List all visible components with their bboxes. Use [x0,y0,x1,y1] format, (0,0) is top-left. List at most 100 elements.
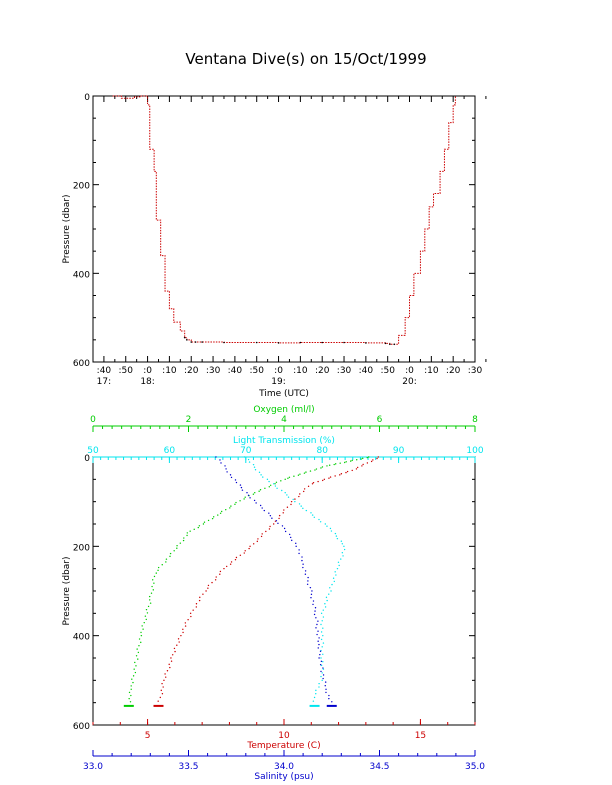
light-profile-point [311,514,314,516]
light-profile-point [322,653,324,655]
oxygen-profile-point [153,575,156,578]
oxygen-profile-point [155,572,157,574]
oxygen-profile-point [165,561,167,563]
oxygen-profile-point [131,678,133,680]
light-profile-point [294,500,296,503]
x-tick-label: :50 [380,366,395,376]
oxygen-profile-point [219,512,222,514]
data-point [223,341,225,344]
salinity-profile-point [289,536,292,539]
salinity-profile-point [283,527,286,530]
temperature-profile-point [339,474,341,476]
temperature-profile-point [299,493,301,495]
x-tick-label: :50 [119,366,134,376]
salinity-profile-point [215,456,217,458]
x-tick-label: :10 [293,366,308,376]
temperature-profile-point [355,468,358,470]
light-profile-point [253,466,256,468]
light-profile-point [320,638,323,641]
y-tick-label: 0 [84,93,90,103]
salinity-profile-point [313,613,316,616]
y-tick-label: 400 [73,633,90,643]
salinity-profile-point [220,462,222,464]
light-tick-label: 80 [316,446,328,456]
oxygen-profile-point [345,461,347,463]
light-profile-point [343,545,345,548]
temperature-profile-point [170,657,172,659]
temperature-profile-point [286,506,289,508]
light-profile-point [324,523,327,525]
x-tick-label: :20 [315,366,330,376]
oxygen-profile-point [321,466,324,468]
light-profile-point [313,696,316,699]
oxygen-tick-label: 4 [281,415,287,425]
salinity-profile-point [320,660,323,663]
salinity-profile-point [269,515,272,517]
temperature-profile-point [199,596,201,599]
oxygen-profile-point [259,489,262,491]
oxygen-profile-point [153,582,155,584]
light-profile-point [273,483,275,485]
chart-title: Ventana Dive(s) on 15/Oct/1999 [185,50,427,68]
salinity-profile-point [314,607,317,609]
light-profile-point [320,675,322,678]
temperature-profile-point [372,459,374,461]
light-profile-point [305,509,308,512]
oxygen-profile-point [351,459,353,462]
temperature-tick-label: 5 [145,731,151,741]
temperature-tick-label: 15 [415,731,426,741]
salinity-profile-point [312,600,315,602]
oxygen-profile-point [230,505,232,507]
salinity-profile-point [234,479,237,481]
salinity-profile-point [317,630,319,632]
light-profile-point [322,634,324,637]
light-profile-point [324,603,326,605]
temperature-profile-point [317,480,319,483]
salinity-profile-point [301,559,303,562]
oxygen-profile-point [212,516,215,518]
salinity-profile-point [298,552,300,555]
oxygen-profile-point [161,564,163,566]
salinity-profile-point [319,650,322,652]
salinity-profile-point [301,556,303,558]
salinity-profile-point [325,688,327,690]
oxygen-tick-label: 8 [472,415,478,425]
light-tick-label: 90 [393,446,405,456]
temperature-profile-point [176,644,178,646]
temperature-profile-point [163,679,165,682]
temperature-profile-point [180,634,182,637]
light-profile-point [321,672,323,674]
temperature-profile-point [244,550,246,552]
profile-plot: 0 200 400 600 Pressure (dbar) 0 2 4 6 8 Oxygen (ml… [62,405,485,782]
oxygen-profile-point [142,628,144,630]
temperature-profile-point [303,490,305,493]
oxygen-profile-point [130,694,132,697]
salinity-profile-point [310,593,313,596]
light-tick-label: 70 [240,446,252,456]
oxygen-profile-point [134,671,137,674]
light-profile-point [324,606,327,608]
light-profile-point [322,668,325,670]
temperature-profile-point [265,530,267,533]
data-point [393,343,396,346]
oxygen-profile-point [252,493,255,495]
oxygen-profile-point [149,602,152,604]
temperature-profile-point [346,470,349,473]
x-tick-label: :0 [405,366,414,376]
temperature-profile-point [294,498,296,500]
salinity-profile-point [320,670,322,673]
temperature-profile-point [223,567,225,570]
temperature-profile-point [269,525,271,528]
salinity-profile-point [310,597,312,599]
x-tick-label: :0 [274,366,283,376]
y-axis-label: Pressure (dbar) [62,195,72,264]
oxygen-profile-point [144,615,147,617]
data-point [190,341,193,343]
salinity-profile-point [288,533,291,536]
y-tick-label: 0 [84,454,90,464]
light-profile-point [319,521,322,523]
salinity-profile-point [307,576,309,579]
temperature-profile-point [207,587,209,589]
x-tick-label: :10 [424,366,439,376]
oxygen-profile-point [135,655,138,657]
